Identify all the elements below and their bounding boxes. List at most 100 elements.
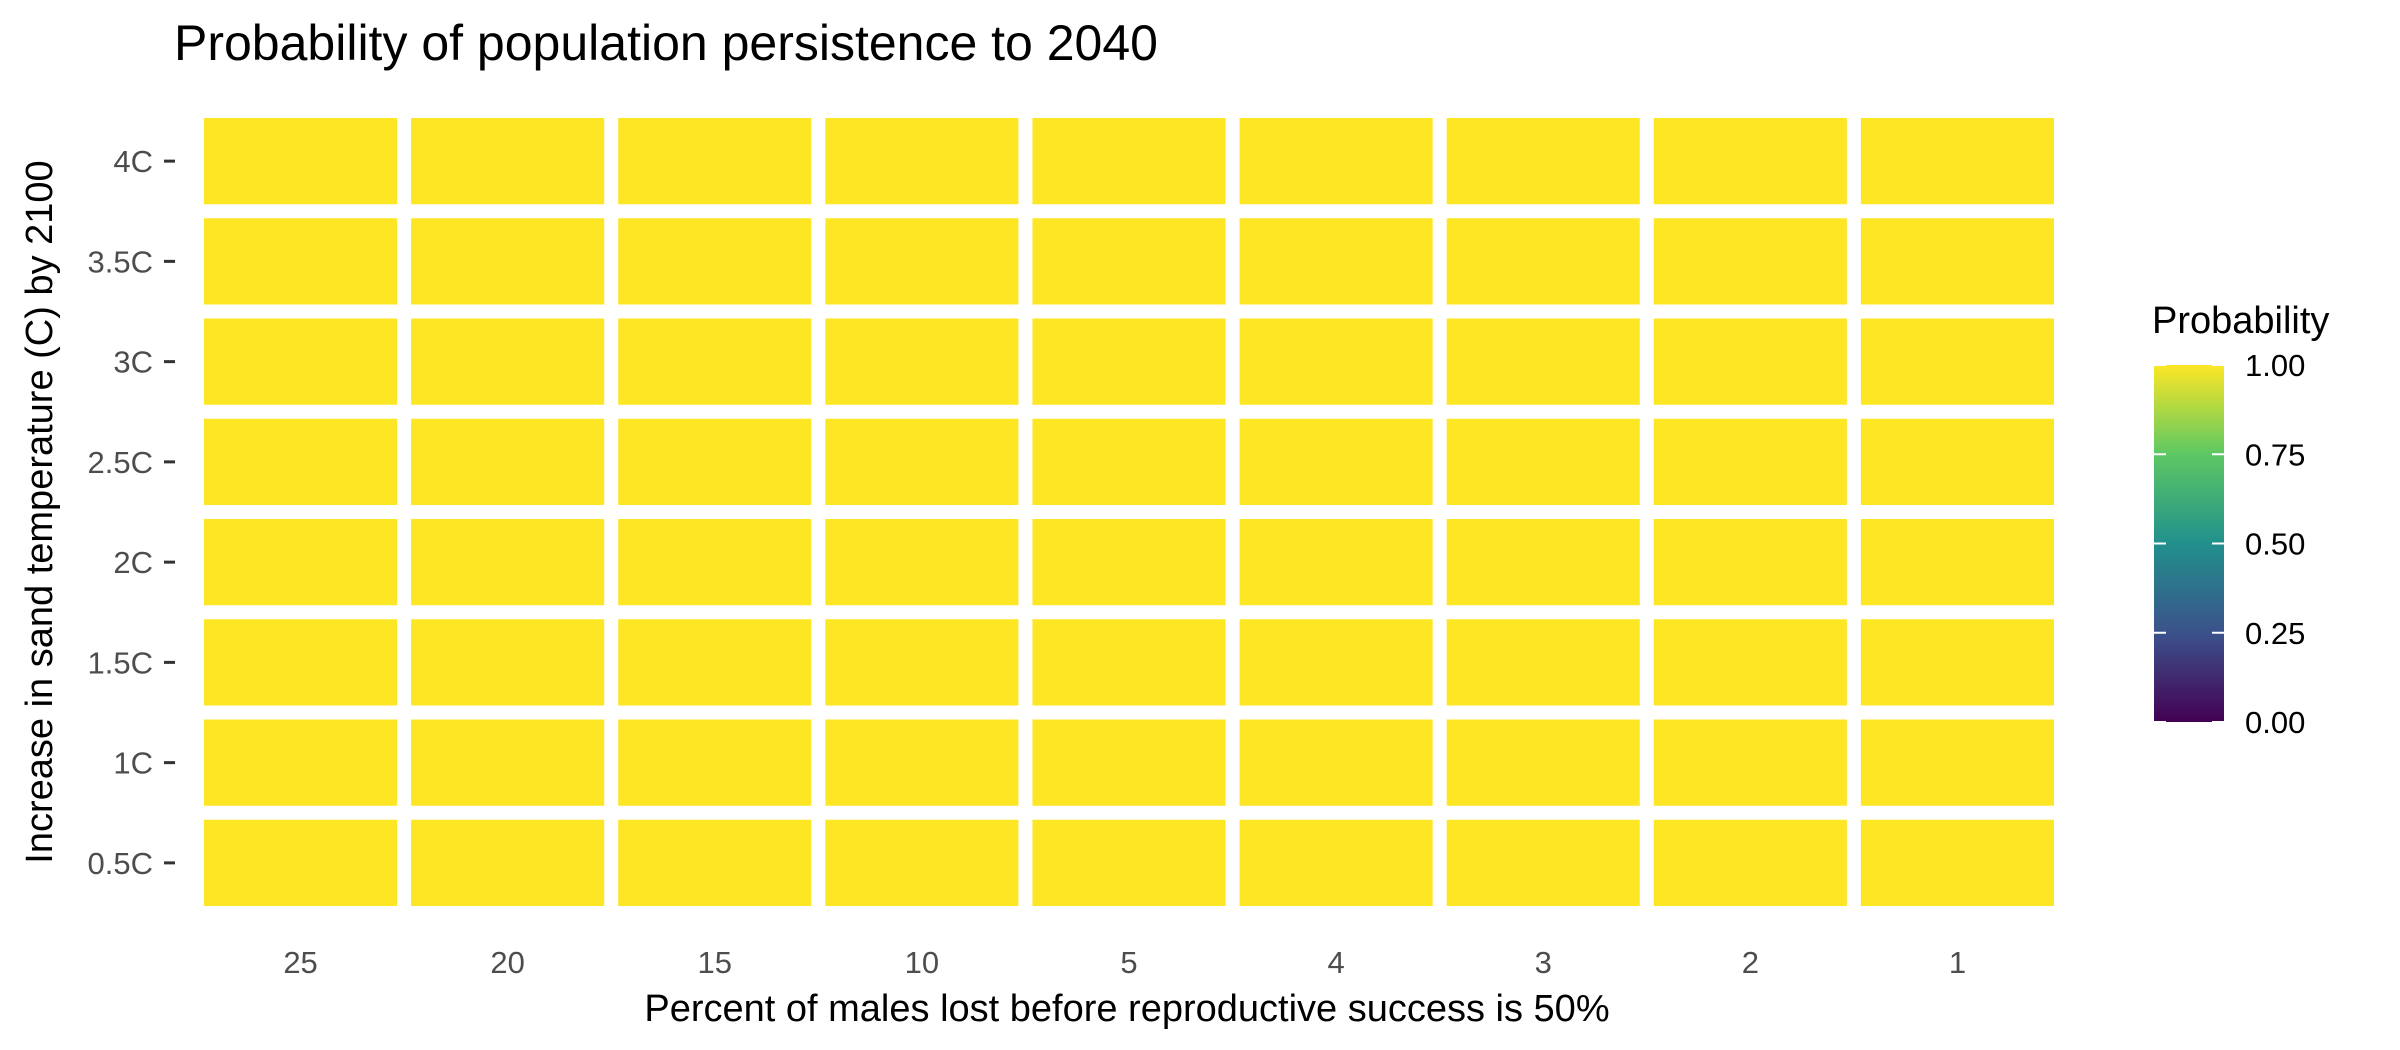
heatmap-cell-3C-20 xyxy=(411,318,605,405)
heatmap-cell-4C-5 xyxy=(1032,118,1226,205)
heatmap-cell-2C-20 xyxy=(411,519,605,606)
y-tick-label: 0.5C xyxy=(88,846,153,881)
heatmap-cell-0.5C-20 xyxy=(411,819,605,906)
heatmap-cells xyxy=(204,118,2054,906)
heatmap-cell-1C-4 xyxy=(1239,719,1433,806)
x-tick-label: 15 xyxy=(698,945,732,980)
heatmap-cell-3.5C-25 xyxy=(204,218,398,305)
heatmap-cell-1C-10 xyxy=(825,719,1019,806)
heatmap-cell-2.5C-10 xyxy=(825,418,1019,505)
heatmap-cell-1.5C-4 xyxy=(1239,619,1433,706)
x-tick-label: 10 xyxy=(905,945,939,980)
heatmap-cell-1.5C-3 xyxy=(1446,619,1640,706)
heatmap-cell-4C-15 xyxy=(618,118,812,205)
chart-title: Probability of population persistence to… xyxy=(174,15,1158,71)
heatmap-cell-2.5C-15 xyxy=(618,418,812,505)
heatmap-cell-3.5C-1 xyxy=(1860,218,2054,305)
heatmap-cell-4C-3 xyxy=(1446,118,1640,205)
heatmap-cell-1.5C-1 xyxy=(1860,619,2054,706)
heatmap-cell-3C-4 xyxy=(1239,318,1433,405)
legend-tick-label: 0.25 xyxy=(2245,616,2305,651)
x-tick-label: 4 xyxy=(1327,945,1344,980)
heatmap-cell-3C-3 xyxy=(1446,318,1640,405)
y-axis-title: Increase in sand temperature (C) by 2100 xyxy=(19,160,61,863)
heatmap-cell-0.5C-3 xyxy=(1446,819,1640,906)
heatmap-cell-2.5C-1 xyxy=(1860,418,2054,505)
heatmap-cell-1C-5 xyxy=(1032,719,1226,806)
heatmap-cell-3.5C-2 xyxy=(1653,218,1847,305)
x-tick-label: 20 xyxy=(490,945,524,980)
heatmap-cell-1.5C-2 xyxy=(1653,619,1847,706)
heatmap-cell-3C-15 xyxy=(618,318,812,405)
x-tick-label: 5 xyxy=(1120,945,1137,980)
heatmap-cell-2C-25 xyxy=(204,519,398,606)
heatmap-cell-3C-1 xyxy=(1860,318,2054,405)
x-tick-label: 1 xyxy=(1949,945,1966,980)
heatmap-cell-2.5C-4 xyxy=(1239,418,1433,505)
heatmap-cell-0.5C-1 xyxy=(1860,819,2054,906)
heatmap-cell-2.5C-20 xyxy=(411,418,605,505)
heatmap-cell-4C-10 xyxy=(825,118,1019,205)
heatmap-cell-3.5C-5 xyxy=(1032,218,1226,305)
legend-tick-label: 1.00 xyxy=(2245,348,2305,383)
y-tick-label: 3C xyxy=(113,345,153,380)
heatmap-cell-2.5C-3 xyxy=(1446,418,1640,505)
y-axis: 0.5C 1C 1.5C 2C 2.5C 3C 3.5C 4C xyxy=(88,144,175,881)
heatmap-cell-2.5C-5 xyxy=(1032,418,1226,505)
heatmap-cell-2.5C-2 xyxy=(1653,418,1847,505)
heatmap-cell-2C-5 xyxy=(1032,519,1226,606)
x-tick-label: 25 xyxy=(283,945,317,980)
heatmap-cell-2C-1 xyxy=(1860,519,2054,606)
x-axis: 25 20 15 10 5 4 3 2 1 xyxy=(283,945,1966,980)
heatmap-cell-2C-4 xyxy=(1239,519,1433,606)
heatmap-cell-1C-20 xyxy=(411,719,605,806)
heatmap-cell-3.5C-4 xyxy=(1239,218,1433,305)
heatmap-cell-0.5C-4 xyxy=(1239,819,1433,906)
y-tick-label: 1C xyxy=(113,746,153,781)
heatmap-cell-4C-1 xyxy=(1860,118,2054,205)
heatmap-cell-0.5C-15 xyxy=(618,819,812,906)
heatmap-cell-3C-2 xyxy=(1653,318,1847,405)
heatmap-cell-3C-5 xyxy=(1032,318,1226,405)
legend-tick-label: 0.50 xyxy=(2245,527,2305,562)
heatmap-cell-3.5C-10 xyxy=(825,218,1019,305)
heatmap-cell-1C-1 xyxy=(1860,719,2054,806)
heatmap-cell-1.5C-25 xyxy=(204,619,398,706)
y-tick-label: 2.5C xyxy=(88,445,153,480)
legend: Probability 1.00 0.75 0.50 0.25 0.00 xyxy=(2152,300,2329,740)
heatmap-cell-2C-2 xyxy=(1653,519,1847,606)
y-tick-label: 3.5C xyxy=(88,244,153,279)
heatmap-cell-1C-3 xyxy=(1446,719,1640,806)
heatmap-cell-3C-25 xyxy=(204,318,398,405)
heatmap-cell-0.5C-25 xyxy=(204,819,398,906)
heatmap-cell-3.5C-3 xyxy=(1446,218,1640,305)
heatmap-cell-1.5C-10 xyxy=(825,619,1019,706)
x-tick-label: 3 xyxy=(1535,945,1552,980)
x-tick-label: 2 xyxy=(1742,945,1759,980)
heatmap-cell-2C-10 xyxy=(825,519,1019,606)
y-tick-label: 4C xyxy=(113,144,153,179)
heatmap-cell-1.5C-15 xyxy=(618,619,812,706)
heatmap-cell-0.5C-2 xyxy=(1653,819,1847,906)
heatmap-cell-3C-10 xyxy=(825,318,1019,405)
heatmap-cell-1C-2 xyxy=(1653,719,1847,806)
heatmap-cell-4C-2 xyxy=(1653,118,1847,205)
heatmap-cell-2.5C-25 xyxy=(204,418,398,505)
heatmap-cell-4C-4 xyxy=(1239,118,1433,205)
y-tick-label: 2C xyxy=(113,545,153,580)
heatmap-cell-4C-20 xyxy=(411,118,605,205)
heatmap-cell-3.5C-20 xyxy=(411,218,605,305)
heatmap-cell-1.5C-5 xyxy=(1032,619,1226,706)
legend-tick-label: 0.75 xyxy=(2245,437,2305,472)
legend-title: Probability xyxy=(2152,300,2329,342)
heatmap-cell-4C-25 xyxy=(204,118,398,205)
y-tick-label: 1.5C xyxy=(88,645,153,680)
heatmap-cell-1.5C-20 xyxy=(411,619,605,706)
legend-tick-label: 0.00 xyxy=(2245,705,2305,740)
heatmap-cell-1C-15 xyxy=(618,719,812,806)
heatmap-cell-2C-15 xyxy=(618,519,812,606)
heatmap-cell-0.5C-5 xyxy=(1032,819,1226,906)
heatmap-cell-2C-3 xyxy=(1446,519,1640,606)
heatmap-cell-0.5C-10 xyxy=(825,819,1019,906)
